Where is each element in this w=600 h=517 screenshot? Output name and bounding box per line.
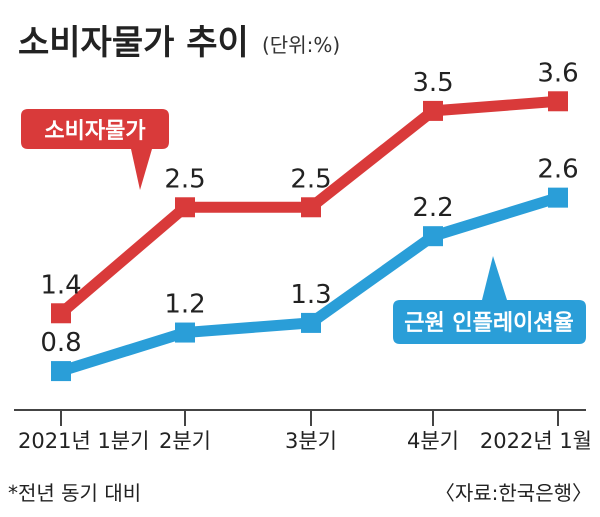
data-point-core-4 xyxy=(423,226,443,247)
data-point-cpi-5 xyxy=(548,91,568,112)
data-label-core-2: 1.2 xyxy=(164,290,205,320)
x-tick-label-3: 3분기 xyxy=(285,429,337,453)
data-label-cpi-3: 2.5 xyxy=(290,164,331,194)
unit-note: (단위:%) xyxy=(262,33,340,57)
chart-title: 소비자물가 추이 xyxy=(18,23,249,63)
footnote: *전년 동기 대비 xyxy=(8,481,141,505)
data-labels: 1.4 2.5 2.5 3.5 3.6 0.8 1.2 1.3 2.2 2.6 xyxy=(40,58,578,358)
data-label-cpi-1: 1.4 xyxy=(40,270,81,300)
x-tick-label-2: 2분기 xyxy=(159,429,211,453)
data-point-core-2 xyxy=(175,322,195,343)
data-point-core-5 xyxy=(548,187,568,208)
data-label-core-3: 1.3 xyxy=(290,280,331,310)
legend-callout-cpi-box xyxy=(21,109,169,190)
x-tick-label-5: 2022년 1월 xyxy=(480,429,592,453)
legend-callout-cpi: 소비자물가 xyxy=(21,109,169,190)
data-point-cpi-1 xyxy=(51,303,71,324)
legend-label-core: 근원 인플레이션율 xyxy=(404,311,574,336)
data-label-cpi-5: 3.6 xyxy=(537,58,578,88)
data-point-cpi-2 xyxy=(175,197,195,218)
x-tick-label-4: 4분기 xyxy=(407,429,459,453)
data-point-core-1 xyxy=(51,361,71,382)
source-note: 〈자료:한국은행〉 xyxy=(435,481,592,505)
data-label-core-5: 2.6 xyxy=(537,155,578,185)
data-points xyxy=(51,91,568,382)
data-label-core-4: 2.2 xyxy=(412,193,453,223)
data-label-cpi-4: 3.5 xyxy=(412,68,453,98)
x-tick-label-1: 2021년 1분기 xyxy=(18,429,149,453)
legend-callout-core: 근원 인플레이션율 xyxy=(393,256,586,344)
data-label-cpi-2: 2.5 xyxy=(164,164,205,194)
data-point-core-3 xyxy=(301,312,321,333)
legend-callout-core-box xyxy=(393,256,586,344)
x-ticks xyxy=(60,410,559,426)
data-point-cpi-3 xyxy=(301,197,321,218)
data-point-cpi-4 xyxy=(423,100,443,121)
data-label-core-1: 0.8 xyxy=(40,328,81,358)
legend-label-cpi: 소비자물가 xyxy=(44,119,145,144)
